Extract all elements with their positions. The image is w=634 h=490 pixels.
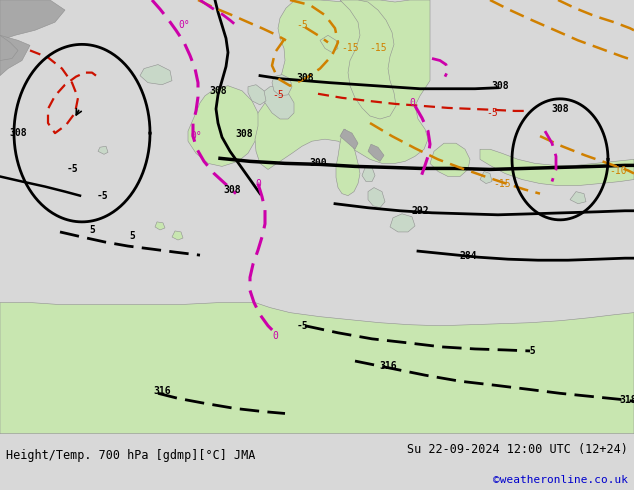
Text: -15: -15 — [369, 44, 387, 53]
Text: -15: -15 — [493, 178, 511, 189]
Text: 0: 0 — [255, 178, 261, 189]
Text: 284: 284 — [459, 251, 477, 261]
Polygon shape — [0, 0, 65, 40]
Polygon shape — [390, 214, 415, 232]
Polygon shape — [570, 192, 586, 204]
Polygon shape — [0, 35, 18, 60]
Text: -5: -5 — [96, 191, 108, 200]
Text: 5: 5 — [89, 225, 95, 235]
Text: -5: -5 — [272, 90, 284, 100]
Polygon shape — [362, 166, 375, 181]
Text: ©weatheronline.co.uk: ©weatheronline.co.uk — [493, 475, 628, 485]
Text: -5: -5 — [296, 321, 308, 331]
Text: -5: -5 — [524, 346, 536, 356]
Text: -5: -5 — [296, 20, 308, 30]
Text: -5: -5 — [66, 165, 78, 174]
Text: 292: 292 — [411, 206, 429, 216]
Polygon shape — [480, 149, 634, 186]
Text: 0°: 0° — [178, 20, 190, 30]
Text: 308: 308 — [551, 104, 569, 114]
Polygon shape — [340, 0, 396, 119]
Text: 318: 318 — [619, 395, 634, 405]
Text: 0: 0 — [409, 98, 415, 108]
Polygon shape — [0, 35, 30, 75]
Polygon shape — [480, 172, 492, 184]
Text: Su 22-09-2024 12:00 UTC (12+24): Su 22-09-2024 12:00 UTC (12+24) — [407, 443, 628, 456]
Text: 0°: 0° — [190, 131, 202, 141]
Polygon shape — [368, 188, 385, 208]
Text: -15: -15 — [341, 44, 359, 53]
Polygon shape — [368, 144, 384, 161]
Text: Height/Temp. 700 hPa [gdmp][°C] JMA: Height/Temp. 700 hPa [gdmp][°C] JMA — [6, 448, 256, 462]
Polygon shape — [340, 129, 358, 149]
Text: 308: 308 — [209, 86, 227, 96]
Polygon shape — [262, 87, 294, 119]
Text: 308: 308 — [235, 129, 253, 139]
Polygon shape — [255, 0, 430, 170]
Polygon shape — [188, 86, 260, 167]
Polygon shape — [172, 231, 183, 240]
Text: -10: -10 — [609, 167, 627, 176]
Polygon shape — [98, 146, 108, 154]
Polygon shape — [248, 85, 266, 105]
Polygon shape — [320, 35, 338, 52]
Text: 308: 308 — [9, 128, 27, 138]
Text: 316: 316 — [153, 386, 171, 396]
Text: 300: 300 — [309, 158, 327, 169]
Text: -5: -5 — [486, 108, 498, 118]
Polygon shape — [155, 222, 165, 230]
Text: 308: 308 — [223, 185, 241, 195]
Polygon shape — [0, 302, 634, 434]
Text: 0: 0 — [272, 331, 278, 341]
Polygon shape — [336, 129, 360, 196]
Polygon shape — [140, 65, 172, 85]
Polygon shape — [430, 143, 470, 176]
Text: 316: 316 — [379, 361, 397, 371]
Text: 5: 5 — [129, 231, 135, 241]
Text: 308: 308 — [491, 81, 509, 91]
Polygon shape — [272, 74, 292, 96]
Text: 308: 308 — [296, 73, 314, 83]
